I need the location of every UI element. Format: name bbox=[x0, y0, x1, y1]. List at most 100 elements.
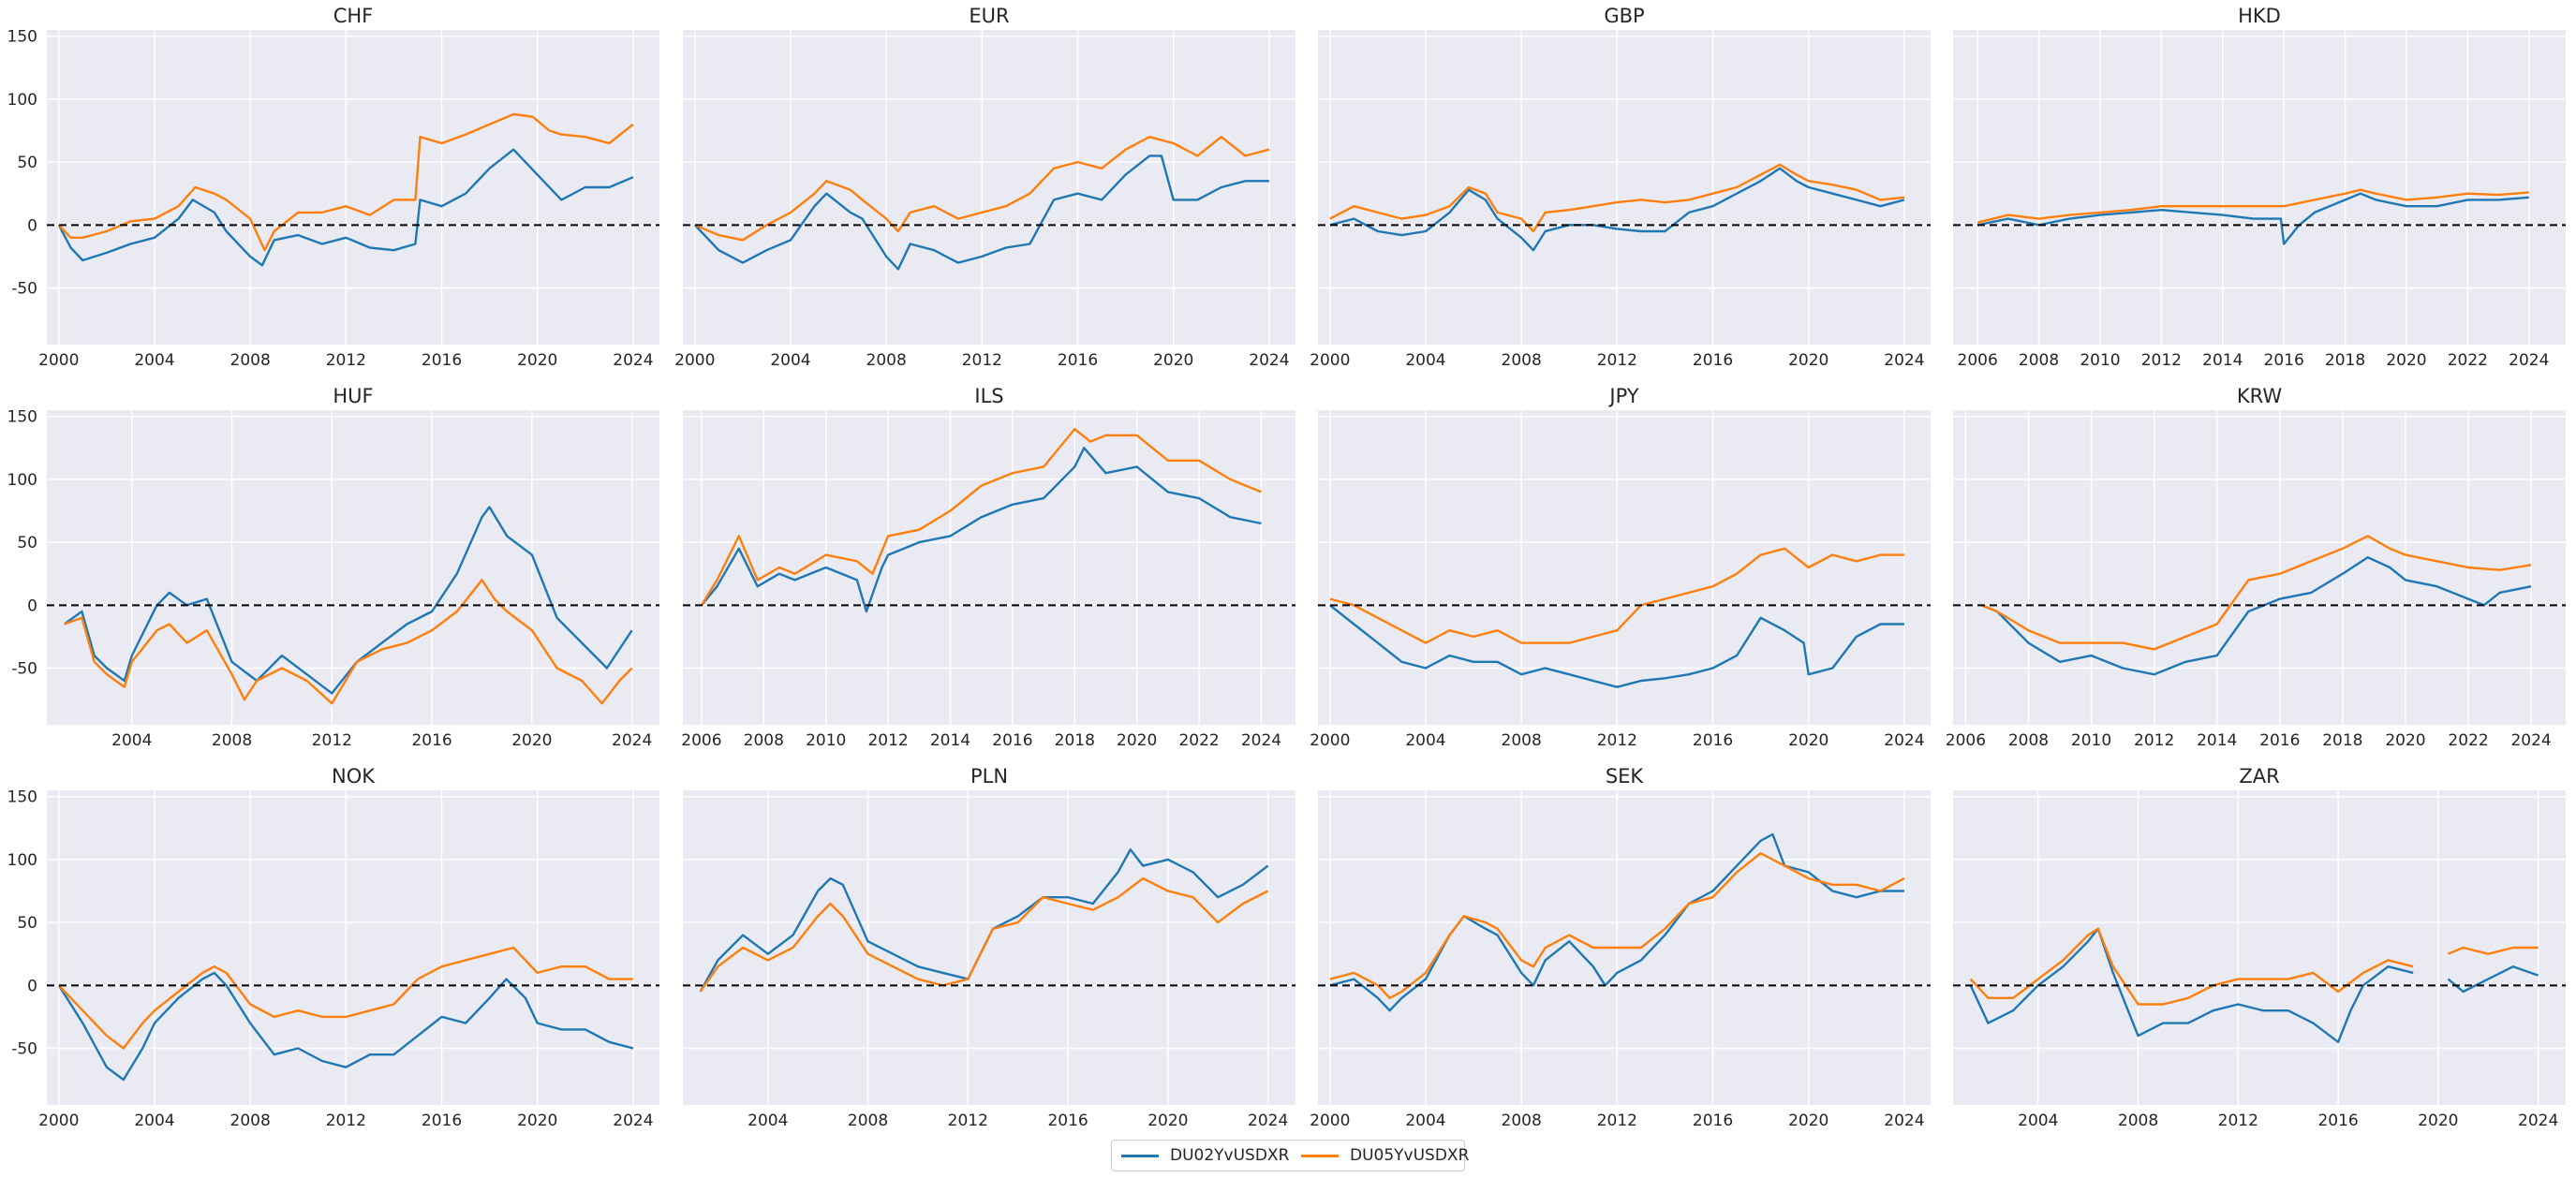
x-tick-label: 2000 bbox=[1310, 351, 1350, 370]
legend-item-du05: DU05YvUSDXR bbox=[1301, 1146, 1469, 1165]
panel-eur: 2000 2004 2008 2012 2016 2020 2024 EUR bbox=[674, 5, 1295, 370]
x-tick-label: 2006 bbox=[1958, 351, 1998, 370]
x-tick-label: 2008 bbox=[2019, 351, 2059, 370]
x-tick-label: 2012 bbox=[867, 731, 908, 750]
x-tick-label: 2014 bbox=[2197, 731, 2237, 750]
y-tick-label: -50 bbox=[11, 1040, 37, 1059]
x-tick-label: 2016 bbox=[1693, 1112, 1733, 1130]
panel-krw: 2006 2008 2010 2012 2014 2016 2018 2020 2022 2024… bbox=[1946, 385, 2566, 750]
panel-title: ZAR bbox=[2239, 765, 2279, 788]
x-tick-label: 2004 bbox=[111, 731, 152, 750]
x-tick-label: 2016 bbox=[1047, 1112, 1088, 1130]
x-tick-label: 2012 bbox=[2218, 1112, 2258, 1130]
x-tick-label: 2016 bbox=[1058, 351, 1098, 370]
x-tick-label: 2024 bbox=[2510, 731, 2551, 750]
x-tick-label: 2012 bbox=[962, 351, 1002, 370]
x-tick-label: 2014 bbox=[2202, 351, 2243, 370]
panel-zar: 2004 2008 2012 2016 2020 2024 ZAR bbox=[1953, 765, 2566, 1130]
series-line-du02yvusdxr bbox=[1969, 927, 2539, 1043]
x-tick-label: 2008 bbox=[230, 351, 271, 370]
panel-title: SEK bbox=[1606, 765, 1645, 788]
series-line-du02yvusdxr bbox=[57, 971, 634, 1082]
panel-background bbox=[47, 410, 659, 725]
y-tick-label: 100 bbox=[7, 91, 37, 110]
panel-title: EUR bbox=[969, 5, 1009, 27]
series-line-du02yvusdxr bbox=[700, 447, 1262, 613]
panel-title: ILS bbox=[974, 385, 1003, 407]
x-tick-label: 2020 bbox=[2386, 351, 2426, 370]
x-tick-label: 2016 bbox=[2264, 351, 2304, 370]
x-tick-label: 2016 bbox=[1693, 731, 1733, 750]
x-tick-label: 2008 bbox=[848, 1112, 888, 1130]
x-tick-label: 2022 bbox=[1178, 731, 1219, 750]
panel-background bbox=[1953, 790, 2566, 1105]
legend: DU02YvUSDXR DU05YvUSDXR bbox=[1111, 1140, 1469, 1171]
x-tick-label: 2022 bbox=[2448, 351, 2488, 370]
x-tick-label: 2020 bbox=[2385, 731, 2425, 750]
x-tick-label: 2024 bbox=[613, 351, 653, 370]
y-tick-label: 50 bbox=[17, 914, 37, 933]
panel-title: HUF bbox=[333, 385, 373, 407]
panel-title: JPY bbox=[1607, 385, 1638, 407]
x-tick-label: 2008 bbox=[744, 731, 784, 750]
x-tick-label: 2010 bbox=[2071, 731, 2111, 750]
legend-label-du02: DU02YvUSDXR bbox=[1170, 1146, 1290, 1165]
series-line-du05yvusdxr bbox=[1329, 547, 1904, 644]
x-tick-label: 2022 bbox=[2448, 731, 2488, 750]
x-tick-label: 2008 bbox=[1502, 731, 1542, 750]
x-tick-label: 2020 bbox=[1788, 1112, 1828, 1130]
x-tick-label: 2008 bbox=[2008, 731, 2049, 750]
y-tick-label: 50 bbox=[17, 534, 37, 552]
panel-hkd: 2006 2008 2010 2012 2014 2016 2018 2020 2022 2024… bbox=[1953, 5, 2566, 370]
panel-jpy: 2000 2004 2008 2012 2016 2020 2024 JPY bbox=[1310, 385, 1931, 750]
x-tick-label: 2012 bbox=[1597, 351, 1637, 370]
x-tick-label: 2020 bbox=[517, 1112, 557, 1130]
series-line-du02yvusdxr bbox=[63, 506, 633, 695]
series-line-du02yvusdxr bbox=[1329, 604, 1904, 688]
x-tick-label: 2016 bbox=[422, 351, 462, 370]
x-tick-label: 2020 bbox=[1788, 351, 1828, 370]
series-line-du05yvusdxr bbox=[700, 428, 1262, 606]
series-line-du05yvusdxr bbox=[64, 579, 633, 705]
y-tick-label: 150 bbox=[7, 28, 37, 47]
x-tick-label: 2010 bbox=[806, 731, 846, 750]
panel-title: PLN bbox=[970, 765, 1008, 788]
y-tick-label: 50 bbox=[17, 154, 37, 172]
x-tick-label: 2012 bbox=[312, 731, 352, 750]
panel-nok: -50 0 50 100 150 2000 2004 2008 2012 2016 2020 2024… bbox=[7, 765, 659, 1130]
x-tick-label: 2018 bbox=[2322, 731, 2362, 750]
panel-background bbox=[47, 30, 659, 345]
x-tick-label: 2008 bbox=[230, 1112, 271, 1130]
panel-pln: 2004 2008 2012 2016 2020 2024 PLN bbox=[683, 765, 1295, 1130]
x-tick-label: 2020 bbox=[1153, 351, 1193, 370]
panel-title: HKD bbox=[2238, 5, 2281, 27]
panel-background bbox=[683, 30, 1295, 345]
panel-title: KRW bbox=[2237, 385, 2283, 407]
x-tick-label: 2000 bbox=[1310, 1112, 1350, 1130]
x-tick-label: 2012 bbox=[326, 1112, 366, 1130]
x-tick-label: 2020 bbox=[517, 351, 557, 370]
y-tick-label: 100 bbox=[7, 471, 37, 490]
x-tick-label: 2008 bbox=[866, 351, 907, 370]
x-tick-label: 2006 bbox=[681, 731, 721, 750]
x-tick-label: 2020 bbox=[2418, 1112, 2458, 1130]
y-tick-label: 0 bbox=[27, 977, 37, 995]
panel-background bbox=[683, 410, 1295, 725]
legend-swatch-du05 bbox=[1301, 1154, 1339, 1157]
panel-chf: -50 0 50 100 150 2000 2004 2008 2012 2016 2020 2024… bbox=[7, 5, 659, 370]
panel-gbp: 2000 2004 2008 2012 2016 2020 2024 GBP bbox=[1310, 5, 1931, 370]
series-line-du05yvusdxr bbox=[1980, 535, 2532, 651]
x-tick-label: 2024 bbox=[612, 731, 652, 750]
series-line-du05yvusdxr bbox=[1976, 188, 2529, 224]
x-tick-label: 2016 bbox=[2317, 1112, 2358, 1130]
x-tick-label: 2024 bbox=[1884, 1112, 1924, 1130]
series-line-du05yvusdxr bbox=[1329, 163, 1905, 233]
series-line-du02yvusdxr bbox=[1980, 556, 2532, 676]
series-line-du05yvusdxr bbox=[699, 876, 1269, 993]
x-tick-label: 2010 bbox=[2080, 351, 2120, 370]
x-tick-label: 2012 bbox=[326, 351, 366, 370]
x-tick-label: 2016 bbox=[422, 1112, 462, 1130]
x-tick-label: 2008 bbox=[1502, 1112, 1542, 1130]
x-tick-label: 2020 bbox=[511, 731, 552, 750]
